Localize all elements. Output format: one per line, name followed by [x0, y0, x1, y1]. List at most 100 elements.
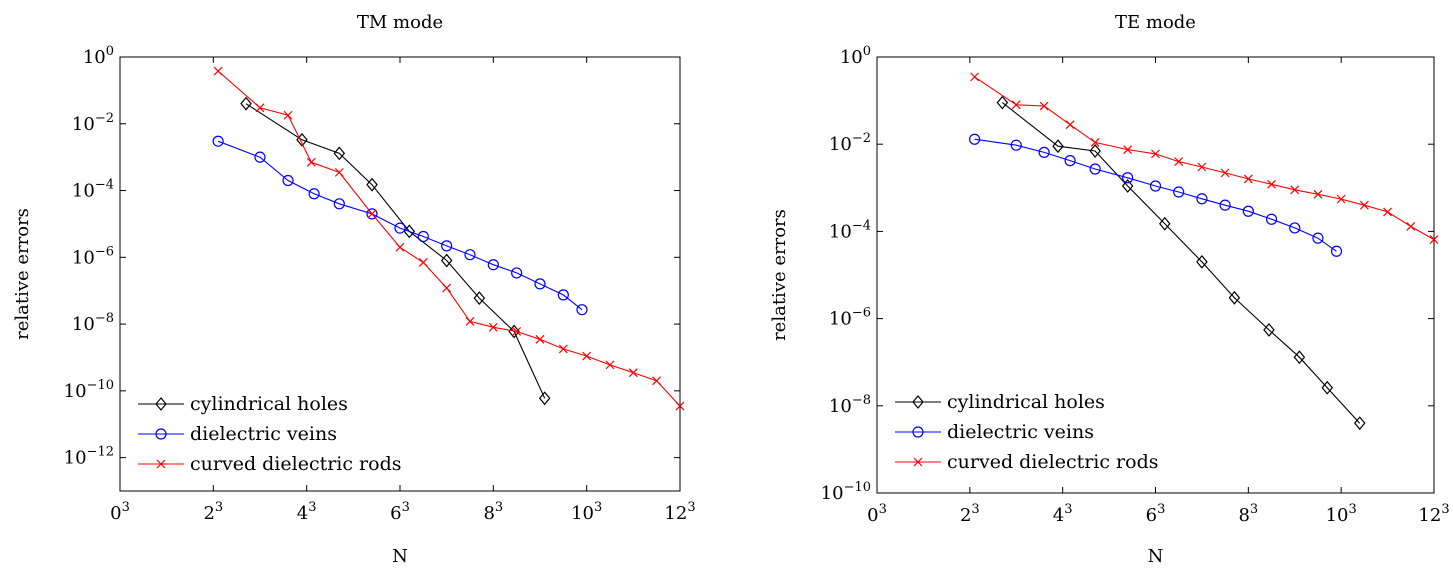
data-point — [464, 249, 476, 261]
data-point — [1173, 186, 1185, 198]
data-point — [308, 188, 320, 200]
data-point — [487, 259, 499, 271]
data-point — [652, 376, 662, 386]
data-point — [969, 133, 981, 145]
chart-title: TE mode — [1115, 12, 1196, 33]
data-point — [1336, 194, 1346, 204]
y-tick-label: 10−12 — [64, 445, 114, 469]
data-point — [508, 324, 520, 339]
data-point — [1149, 180, 1162, 192]
series-dielectric-veins — [969, 133, 1343, 257]
x-tick-label: 43 — [297, 500, 317, 524]
data-point — [403, 224, 416, 239]
data-point — [1243, 174, 1253, 184]
legend-label: dielectric veins — [190, 423, 337, 445]
legend-marker — [155, 428, 167, 440]
data-point — [1089, 163, 1101, 175]
series-line — [974, 138, 1337, 252]
data-point — [628, 368, 638, 378]
data-point — [1011, 100, 1021, 110]
data-point — [558, 344, 568, 354]
data-point — [1293, 350, 1306, 365]
data-point — [1330, 245, 1343, 257]
data-point — [333, 146, 346, 161]
x-tick-label: 83 — [1238, 502, 1258, 526]
y-tick-label: 10−6 — [829, 306, 871, 330]
data-point — [1174, 157, 1184, 166]
x-tick-label: 123 — [664, 500, 695, 524]
data-point — [333, 198, 345, 210]
series-line — [245, 103, 546, 399]
data-point — [440, 253, 453, 268]
x-tick-label: 103 — [571, 500, 602, 524]
x-axis-label: N — [392, 546, 408, 567]
data-point — [1038, 146, 1050, 158]
x-tick-label: 63 — [390, 500, 410, 524]
data-point — [488, 322, 498, 332]
y-tick-label: 10−4 — [72, 178, 114, 202]
legend-label: curved dielectric rods — [190, 453, 402, 475]
legend-marker — [913, 457, 923, 467]
series-line — [217, 140, 583, 311]
data-point — [1228, 290, 1241, 305]
data-point — [282, 174, 294, 187]
data-point — [417, 230, 429, 243]
legend-label: cylindrical holes — [947, 391, 1105, 413]
data-point — [441, 240, 453, 252]
data-point — [538, 391, 551, 406]
data-point — [605, 360, 615, 370]
data-point — [1290, 185, 1300, 195]
x-tick-label: 03 — [110, 500, 130, 524]
x-tick-label: 43 — [1053, 502, 1073, 526]
data-point — [1122, 172, 1134, 184]
y-tick-label: 10−2 — [829, 131, 871, 155]
data-point — [1065, 120, 1075, 130]
data-point — [1312, 232, 1324, 244]
data-point — [366, 177, 378, 192]
series-dielectric-veins — [212, 135, 588, 316]
data-point — [1219, 199, 1231, 211]
y-tick-label: 10−8 — [72, 311, 114, 335]
data-point — [1123, 145, 1133, 155]
x-tick-label: 23 — [960, 502, 980, 526]
legend-marker — [912, 395, 924, 409]
legend-marker — [912, 426, 924, 438]
data-point — [970, 72, 980, 82]
series-line — [217, 70, 681, 407]
data-point — [557, 289, 569, 301]
data-point — [1090, 137, 1100, 147]
data-point — [1220, 168, 1230, 178]
data-point — [576, 304, 588, 316]
data-point — [1406, 222, 1416, 231]
data-point — [334, 167, 344, 177]
data-point — [1321, 380, 1334, 395]
data-point — [996, 95, 1009, 110]
chart-te-mode: TE mode N relative errors 03 23 43 63 83 103 1… — [769, 12, 1450, 567]
legend-marker — [155, 397, 167, 411]
data-point — [1265, 213, 1278, 225]
series-cylindrical-holes — [996, 95, 1366, 431]
series-line — [1002, 102, 1361, 424]
data-point — [306, 157, 316, 167]
data-point — [394, 222, 406, 234]
data-point — [240, 96, 252, 111]
y-tick-label: 10−10 — [64, 378, 114, 402]
legend-label: dielectric veins — [947, 421, 1094, 443]
data-point — [1010, 139, 1022, 151]
data-point — [367, 209, 377, 219]
data-point — [1313, 189, 1323, 199]
data-point — [511, 267, 523, 279]
data-point — [473, 291, 486, 306]
series-cylindrical-holes — [240, 96, 551, 406]
chart-title: TM mode — [357, 12, 443, 33]
data-point — [535, 334, 545, 344]
x-tick-label: 103 — [1326, 502, 1357, 526]
data-point — [1263, 322, 1275, 337]
legend-label: curved dielectric rods — [947, 451, 1159, 473]
data-point — [1089, 144, 1101, 158]
data-point — [1197, 162, 1207, 172]
series-curved-dielectric-rods — [970, 72, 1439, 244]
series-curved-dielectric-rods — [213, 66, 685, 411]
y-axis-label: relative errors — [769, 209, 790, 341]
